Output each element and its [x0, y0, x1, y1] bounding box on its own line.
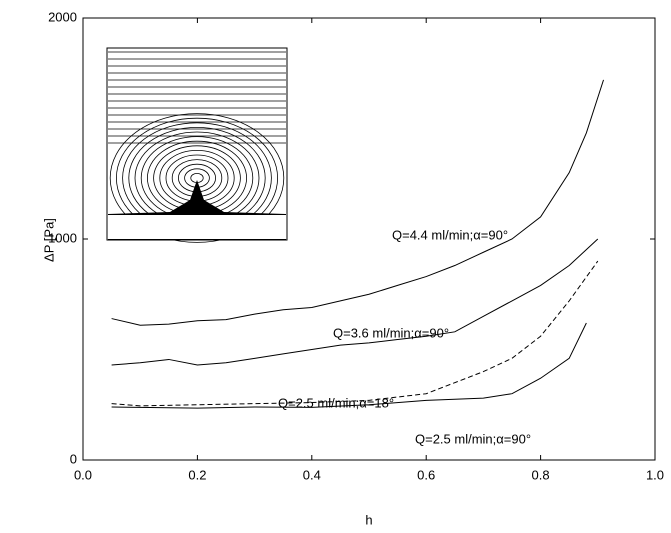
y-tick-label: 1000	[48, 230, 77, 245]
x-tick-label: 1.0	[646, 467, 664, 482]
data-line	[111, 238, 599, 366]
data-line	[111, 79, 604, 326]
annotation: Q=2.5 ml/min;α=18°	[278, 395, 394, 410]
y-axis-label: ΔP [Pa]	[41, 218, 56, 262]
x-tick-label: 0.2	[188, 467, 206, 482]
y-tick-label: 2000	[48, 9, 77, 24]
x-tick-label: 0.8	[532, 467, 550, 482]
annotation: Q=3.6 ml/min;α=90°	[333, 325, 449, 340]
streamline	[109, 113, 285, 243]
x-tick-label: 0.4	[303, 467, 321, 482]
annotation: Q=4.4 ml/min;α=90°	[392, 227, 508, 242]
annotation: Q=2.5 ml/min;α=90°	[415, 431, 531, 446]
x-axis-label: h	[365, 512, 372, 527]
y-tick-label: 0	[70, 451, 77, 466]
x-tick-label: 0.6	[417, 467, 435, 482]
data-line	[111, 260, 599, 407]
inset-cover	[108, 215, 286, 239]
x-tick-label: 0.0	[74, 467, 92, 482]
data-line	[111, 322, 587, 409]
inset-diagram	[106, 47, 288, 243]
